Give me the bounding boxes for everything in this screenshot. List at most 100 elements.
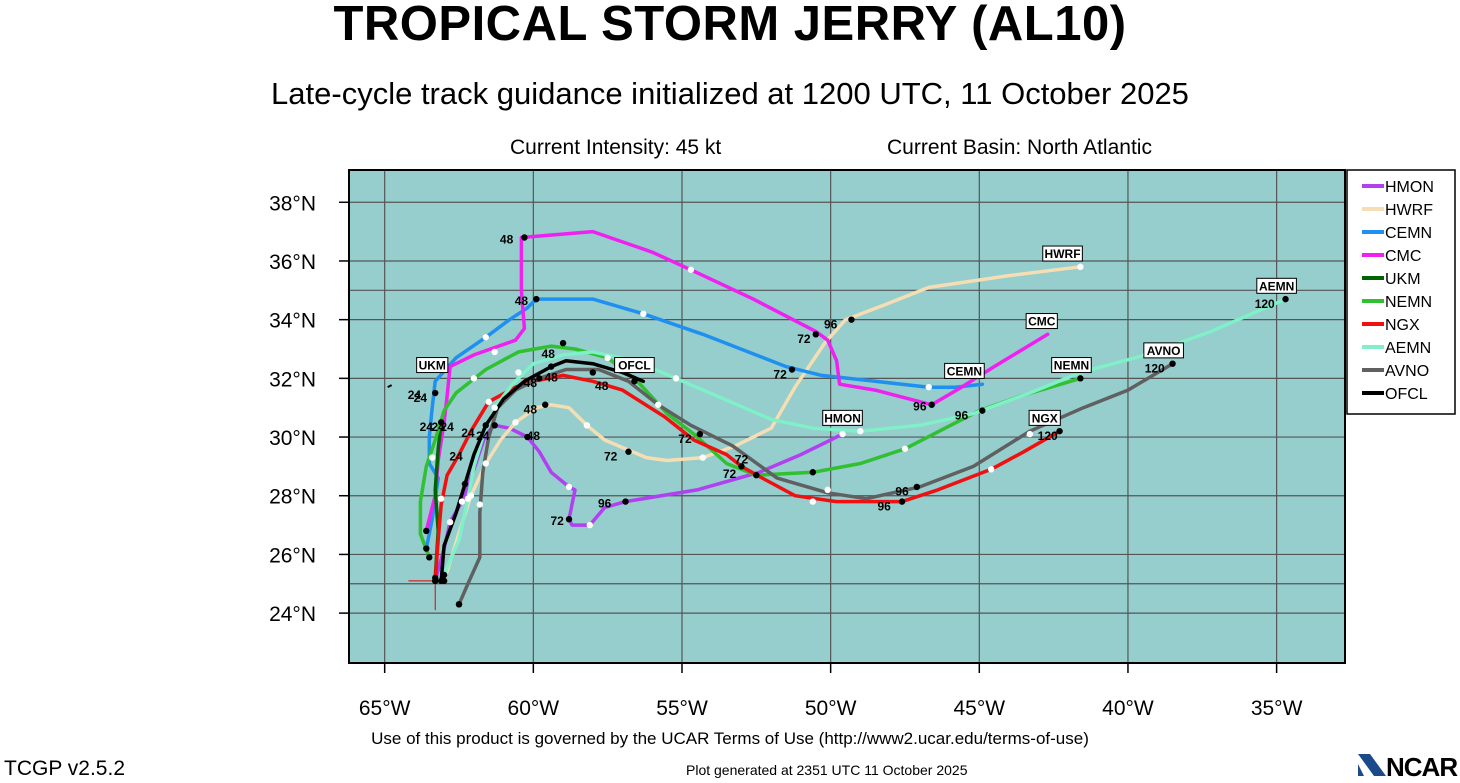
forecast-hour-label: 48: [527, 429, 541, 443]
forecast-hour-label: 120: [1255, 297, 1275, 311]
legend-label-aemn: AEMN: [1385, 340, 1431, 357]
current-intensity: Current Intensity: 45 kt: [510, 136, 722, 159]
forecast-hour-label: 96: [824, 317, 838, 331]
forecast-point: [1077, 263, 1084, 271]
y-tick-label: 26°N: [269, 544, 316, 567]
forecast-point: [622, 498, 629, 505]
forecast-point: [559, 339, 567, 347]
forecast-point: [464, 495, 472, 502]
forecast-point: [446, 518, 454, 526]
model-label-box: [822, 409, 863, 426]
forecast-hour-label: 24: [432, 420, 446, 434]
forecast-point: [437, 495, 445, 502]
chart-title: TROPICAL STORM JERRY (AL10): [333, 0, 1127, 51]
track-ofcl: [439, 358, 646, 583]
forecast-hour-label: 72: [604, 450, 618, 464]
start-point: [426, 554, 433, 561]
forecast-point: [524, 433, 531, 441]
model-end-label: AVNO: [1147, 344, 1181, 358]
forecast-hour-label: 48: [595, 379, 609, 393]
x-tick-label: 45°W: [954, 697, 1006, 720]
x-tick-label: 65°W: [359, 697, 411, 720]
track-cmc: [424, 229, 1050, 533]
model-end-label: CEMN: [947, 364, 982, 378]
ncar-logo-text: NCAR: [1386, 752, 1458, 782]
forecast-point: [655, 401, 662, 408]
legend-label-cmc: CMC: [1385, 248, 1421, 265]
legend-label-cemn: CEMN: [1385, 225, 1432, 242]
forecast-hour-label: 24: [420, 420, 434, 434]
forecast-point: [512, 419, 519, 426]
forecast-point: [565, 483, 573, 491]
forecast-point: [901, 445, 909, 452]
forecast-hour-label: 96: [913, 400, 927, 414]
forecast-point: [738, 463, 745, 470]
ncar-logo-mark: [1358, 754, 1386, 776]
forecast-hour-label: 96: [895, 485, 909, 499]
forecast-point: [521, 234, 528, 241]
forecast-point: [809, 469, 817, 476]
model-label-box: [1256, 277, 1297, 294]
plot-generated: Plot generated at 2351 UTC 11 October 20…: [686, 762, 968, 778]
forecast-point: [482, 422, 489, 429]
start-point: [432, 577, 439, 585]
terms-of-use: Use of this product is governed by the U…: [371, 729, 1089, 748]
forecast-hour-label: 48: [515, 294, 529, 308]
forecast-point: [925, 383, 932, 391]
model-end-label: HMON: [824, 411, 861, 425]
model-label-box: [1042, 245, 1083, 262]
forecast-hour-label: 24: [414, 391, 428, 405]
model-end-label: NEMN: [1054, 359, 1089, 373]
forecast-point: [458, 498, 466, 505]
start-point: [437, 577, 445, 585]
forecast-hour-label: 24: [440, 420, 454, 434]
forecast-hour-label: 120: [1038, 429, 1058, 443]
forecast-hour-label: 72: [723, 467, 737, 481]
forecast-point: [857, 427, 864, 435]
x-tick-label: 60°W: [508, 697, 560, 720]
forecast-point: [491, 348, 498, 356]
y-tick-label: 34°N: [269, 310, 316, 333]
forecast-point: [640, 310, 647, 317]
forecast-point: [429, 454, 436, 461]
forecast-point: [753, 471, 760, 479]
forecast-hour-label: 96: [877, 499, 891, 513]
x-tick-label: 35°W: [1251, 697, 1303, 720]
model-end-label: OFCL: [618, 359, 651, 373]
tracks: HMON HWRF CEMN CMC UKM NEMN NGX AEMN AVNO OFCL: [416, 229, 1297, 608]
legend-label-ukm: UKM: [1385, 271, 1421, 288]
model-label-box: [1143, 342, 1184, 359]
forecast-hour-label: 120: [1145, 361, 1165, 375]
chart-subtitle: Late-cycle track guidance initialized at…: [271, 76, 1189, 111]
y-tick-label: 32°N: [269, 368, 316, 391]
forecast-point: [515, 369, 522, 376]
forecast-point: [812, 331, 819, 338]
forecast-point: [604, 354, 611, 362]
model-label-box: [1028, 409, 1061, 426]
forecast-point: [482, 334, 489, 341]
legend-label-nemn: NEMN: [1385, 294, 1432, 311]
forecast-hour-label: 24: [476, 429, 490, 443]
y-tick-label: 30°N: [269, 427, 316, 450]
forecast-point: [461, 480, 469, 488]
forecast-hour-label: 24: [408, 388, 422, 402]
legend-label-hmon: HMON: [1385, 179, 1434, 196]
forecast-point: [1169, 360, 1176, 367]
model-label-box: [416, 357, 449, 374]
forecast-point: [979, 407, 986, 414]
forecast-point: [848, 316, 855, 323]
model-label-box: [1051, 357, 1092, 374]
forecast-point: [437, 419, 445, 426]
forecast-point: [898, 498, 906, 505]
forecast-point: [491, 404, 498, 411]
island-mark: [387, 384, 393, 389]
forecast-hour-label: 96: [598, 496, 612, 510]
track-hwrf: [442, 265, 1083, 583]
forecast-hour-label: 48: [542, 347, 556, 361]
forecast-point: [687, 266, 695, 273]
forecast-hour-label: 72: [797, 332, 811, 346]
forecast-hour-label: 48: [524, 376, 538, 390]
model-end-label: CMC: [1028, 315, 1056, 329]
forecast-hour-label: 48: [500, 232, 514, 246]
forecast-point: [839, 430, 846, 438]
